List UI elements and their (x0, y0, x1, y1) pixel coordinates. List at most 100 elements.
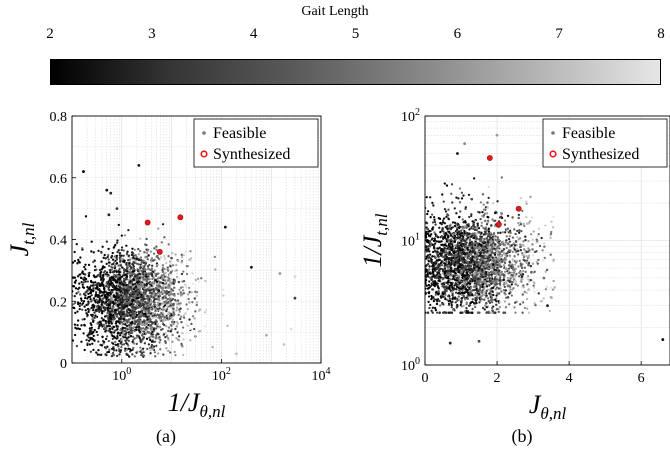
feasible-point (523, 256, 525, 258)
feasible-point (448, 257, 450, 259)
feasible-point (508, 303, 510, 305)
feasible-point (519, 303, 521, 305)
feasible-point (531, 243, 533, 245)
feasible-point (439, 304, 441, 306)
feasible-point (507, 243, 509, 245)
feasible-point (494, 283, 496, 285)
feasible-point (457, 197, 459, 199)
feasible-point (484, 220, 486, 222)
feasible-point (488, 234, 490, 236)
feasible-point (507, 272, 509, 274)
feasible-point (494, 254, 496, 256)
feasible-point (448, 265, 450, 267)
feasible-point (432, 204, 434, 206)
feasible-point (503, 253, 505, 255)
feasible-point (487, 274, 489, 276)
feasible-point (507, 285, 509, 287)
feasible-point (497, 232, 499, 234)
feasible-point (430, 310, 432, 312)
feasible-point (493, 260, 495, 262)
feasible-point (506, 283, 508, 285)
feasible-point (498, 263, 500, 265)
feasible-point (524, 291, 526, 293)
feasible-point (458, 245, 460, 247)
feasible-point (452, 221, 454, 223)
feasible-point (471, 220, 473, 222)
feasible-point (524, 307, 526, 309)
feasible-point (515, 233, 517, 235)
feasible-point (449, 278, 451, 280)
feasible-point (454, 207, 456, 209)
feasible-point (511, 288, 513, 290)
feasible-point (441, 292, 443, 294)
feasible-point (475, 302, 477, 304)
feasible-point (511, 294, 513, 296)
feasible-point (505, 239, 507, 241)
feasible-point (517, 222, 519, 224)
feasible-point (427, 287, 429, 289)
feasible-point (481, 298, 483, 300)
feasible-point (492, 202, 494, 204)
feasible-point (520, 230, 522, 232)
feasible-point (445, 210, 447, 212)
feasible-point (447, 295, 449, 297)
feasible-point (444, 244, 446, 246)
feasible-point (479, 232, 481, 234)
feasible-point (549, 310, 551, 312)
feasible-point (474, 273, 476, 275)
feasible-point (431, 255, 433, 257)
feasible-point (488, 228, 490, 230)
feasible-point (485, 275, 487, 277)
feasible-point (458, 295, 460, 297)
feasible-point (513, 255, 515, 257)
feasible-point (461, 192, 463, 194)
feasible-point (474, 244, 476, 246)
feasible-point (508, 288, 510, 290)
feasible-point (552, 216, 554, 218)
feasible-point (486, 201, 488, 203)
feasible-point (497, 269, 499, 271)
feasible-point (453, 288, 455, 290)
feasible-point (478, 301, 480, 303)
feasible-point (426, 264, 428, 266)
feasible-point (520, 271, 522, 273)
feasible-point (537, 235, 539, 237)
feasible-point (528, 312, 530, 314)
feasible-point (426, 222, 428, 224)
feasible-point (471, 312, 473, 314)
feasible-point (515, 241, 517, 243)
feasible-point (526, 308, 528, 310)
feasible-point (522, 293, 524, 295)
feasible-point (447, 248, 449, 250)
feasible-point (456, 300, 458, 302)
feasible-point (511, 258, 513, 260)
feasible-point (504, 219, 506, 221)
feasible-point (537, 259, 539, 261)
feasible-point (448, 231, 450, 233)
feasible-point (501, 250, 503, 252)
feasible-point (430, 295, 432, 297)
feasible-point (433, 216, 435, 218)
feasible-point (513, 228, 515, 230)
feasible-point (523, 225, 525, 227)
feasible-point (478, 289, 480, 291)
feasible-point (455, 212, 457, 214)
feasible-point (455, 238, 457, 240)
feasible-point (474, 306, 476, 308)
feasible-point (508, 264, 510, 266)
feasible-point (432, 307, 434, 309)
feasible-point (528, 288, 530, 290)
feasible-point (498, 243, 500, 245)
feasible-point (526, 261, 528, 263)
feasible-point (496, 276, 498, 278)
feasible-point (434, 221, 436, 223)
feasible-point (448, 286, 450, 288)
feasible-point (519, 266, 521, 268)
feasible-point (472, 233, 474, 235)
feasible-point (481, 290, 483, 292)
feasible-point (513, 242, 515, 244)
feasible-point (483, 292, 485, 294)
feasible-point (460, 302, 462, 304)
feasible-point (506, 270, 508, 272)
feasible-point (431, 202, 433, 204)
